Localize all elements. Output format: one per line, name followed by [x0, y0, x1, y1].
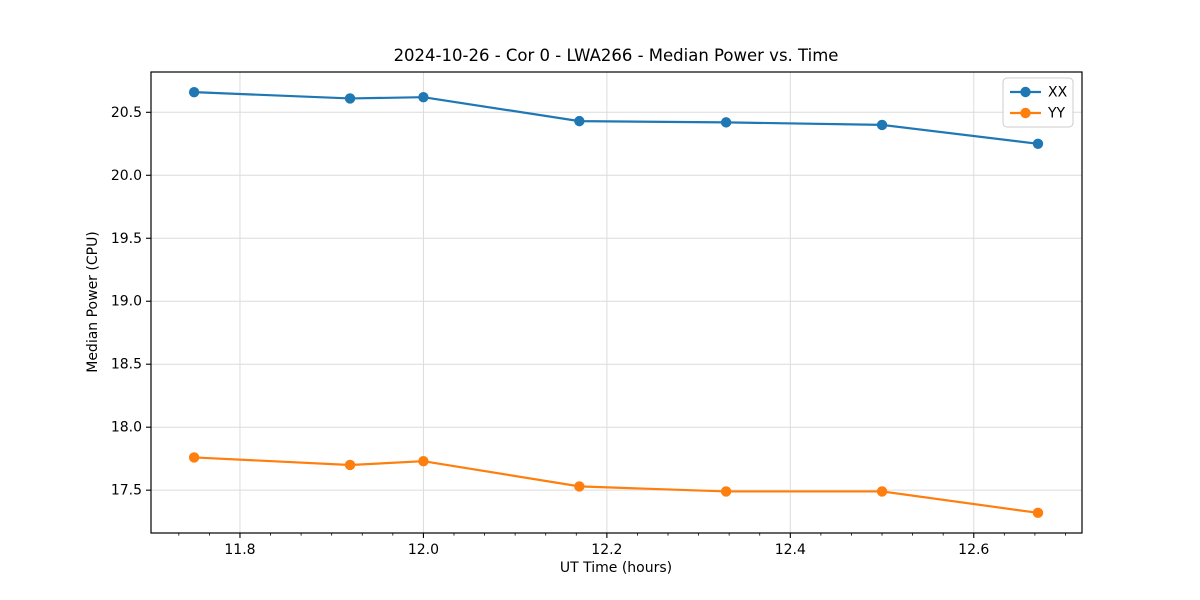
y-tick-label: 20.5 [111, 105, 142, 121]
y-tick-label: 19.5 [111, 231, 142, 247]
legend: XX YY [1002, 77, 1074, 128]
data-point-yy [418, 456, 429, 467]
x-tick-label: 11.8 [224, 542, 255, 558]
y-tick-label: 18.0 [111, 420, 142, 436]
data-point-xx [574, 115, 585, 127]
y-tick-label: 18.5 [111, 357, 142, 373]
data-point-xx [1032, 138, 1044, 149]
data-point-yy [720, 486, 732, 497]
data-point-yy [876, 486, 888, 497]
legend-box [1002, 77, 1074, 128]
legend-label: XX [1048, 85, 1068, 101]
data-point-yy [188, 452, 200, 463]
series-line-yy [193, 456, 1040, 514]
data-point-yy [1032, 507, 1044, 519]
data-point-xx [876, 119, 888, 131]
y-axis-label: Median Power (CPU) [85, 231, 101, 373]
x-axis-label: UT Time (hours) [560, 560, 672, 576]
legend-marker [1020, 107, 1031, 119]
x-tick-label: 12.2 [591, 542, 622, 558]
series-line-xx [193, 91, 1040, 145]
axes-spines [150, 71, 1083, 534]
data-point-xx [344, 93, 356, 104]
y-tick-label: 20.0 [111, 168, 142, 184]
x-tick-label: 12.6 [958, 542, 989, 558]
chart-title: 2024-10-26 - Cor 0 - LWA266 - Median Pow… [394, 46, 839, 65]
legend-label: YY [1047, 106, 1066, 122]
data-point-yy [574, 481, 585, 492]
y-tick-label: 19.0 [111, 294, 142, 310]
data-point-xx [188, 86, 200, 98]
data-point-xx [720, 117, 732, 128]
legend-item-xx: XX [1010, 85, 1068, 101]
x-tick-label: 12.4 [775, 542, 806, 558]
data-point-xx [418, 91, 429, 103]
legend-marker [1020, 86, 1031, 98]
plot-area: 11.8 12.0 12.2 12.4 12.6 17.5 18.0 18.5 19.0 19.5… [111, 71, 1083, 558]
y-tick-label: 17.5 [111, 483, 142, 499]
legend-item-yy: YY [1010, 106, 1066, 122]
data-point-yy [344, 459, 356, 471]
x-tick-label: 12.0 [408, 542, 439, 558]
